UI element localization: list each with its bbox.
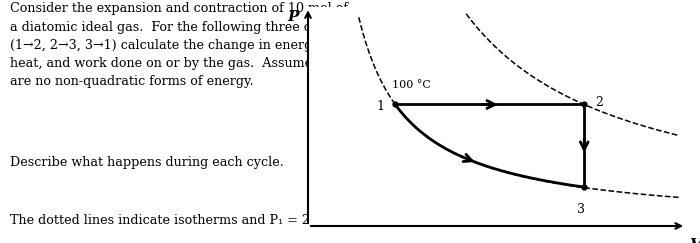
Text: P: P xyxy=(288,10,300,24)
Text: 2: 2 xyxy=(595,95,603,109)
Text: 100 °C: 100 °C xyxy=(391,80,430,90)
Text: 1: 1 xyxy=(377,100,384,113)
Text: The dotted lines indicate isotherms and P₁ = 200 Pa.: The dotted lines indicate isotherms and … xyxy=(10,214,350,227)
Text: Consider the expansion and contraction of 10 mol of
a diatomic ideal gas.  For t: Consider the expansion and contraction o… xyxy=(10,2,351,88)
Text: V: V xyxy=(690,238,700,243)
Text: 3: 3 xyxy=(577,203,584,216)
Text: Describe what happens during each cycle.: Describe what happens during each cycle. xyxy=(10,156,284,168)
